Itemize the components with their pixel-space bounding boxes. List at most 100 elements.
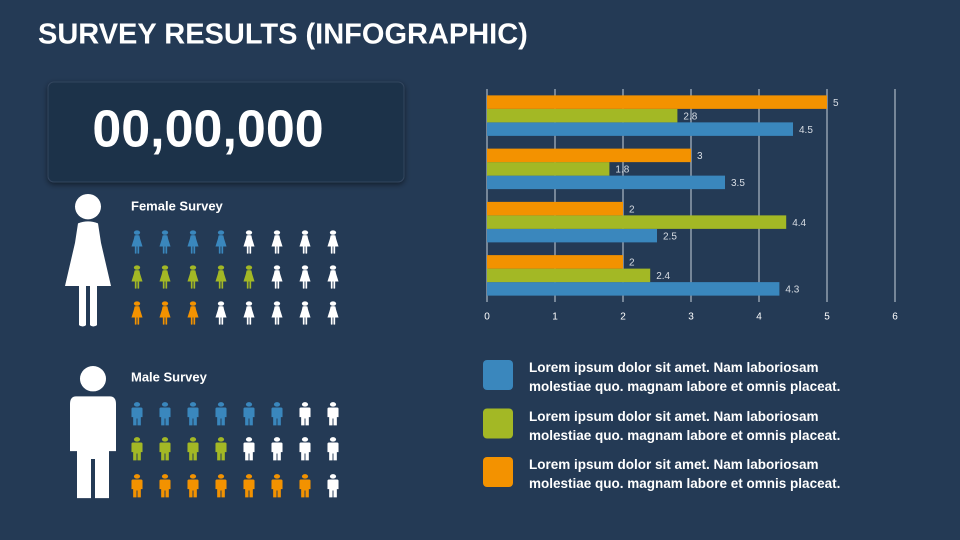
x-tick-label: 0 (484, 312, 490, 323)
bar (487, 162, 610, 176)
person-icon (299, 437, 311, 461)
bar (487, 95, 827, 109)
slide-title: SURVEY RESULTS (INFOGRAPHIC) (38, 19, 528, 51)
person-icon (187, 301, 199, 325)
survey-label: Male Survey (131, 369, 208, 384)
value-label: 3 (697, 151, 703, 162)
person-icon (243, 301, 255, 325)
legend-text: Lorem ipsum dolor sit amet. Nam laborios… (529, 408, 841, 443)
person-icon (299, 301, 311, 325)
person-icon (187, 230, 199, 254)
bar (487, 268, 651, 283)
male-icon (70, 365, 116, 499)
bar (487, 201, 623, 216)
person-icon (327, 301, 339, 325)
person-icon (243, 437, 255, 461)
person-icon (243, 402, 255, 426)
icon-row (131, 265, 339, 289)
person-icon (327, 437, 339, 461)
icon-row (131, 437, 339, 461)
icon-row (131, 402, 339, 426)
bar (487, 282, 780, 296)
bar (487, 228, 657, 243)
person-icon (299, 474, 311, 498)
value-label: 4.3 (785, 285, 799, 296)
bar (487, 108, 678, 123)
person-icon (187, 437, 199, 461)
icon-row (131, 474, 339, 498)
person-icon (131, 437, 143, 461)
person-icon (215, 474, 227, 498)
person-icon (271, 265, 283, 289)
person-icon (215, 301, 227, 325)
person-icon (131, 265, 143, 289)
value-label: 2.5 (663, 231, 677, 242)
person-icon (131, 301, 143, 325)
person-icon (327, 230, 339, 254)
person-icon (327, 402, 339, 426)
person-icon (327, 474, 339, 498)
person-icon (131, 230, 143, 254)
x-tick-label: 6 (892, 312, 898, 323)
value-label: 2 (629, 204, 635, 215)
x-tick-label: 4 (756, 312, 762, 323)
person-icon (159, 301, 171, 325)
bar (487, 175, 725, 190)
person-icon (271, 474, 283, 498)
icon-row (131, 301, 339, 325)
person-icon (271, 301, 283, 325)
value-label: 1.8 (615, 165, 629, 176)
bar (487, 122, 793, 136)
bar (487, 255, 623, 269)
person-icon (243, 474, 255, 498)
person-icon (299, 230, 311, 254)
counter: 00,00,000 (92, 101, 323, 159)
person-icon (215, 230, 227, 254)
value-label: 4.4 (792, 218, 806, 229)
person-icon (271, 437, 283, 461)
person-icon (187, 402, 199, 426)
x-tick-label: 1 (552, 312, 558, 323)
person-icon (159, 230, 171, 254)
person-icon (159, 402, 171, 426)
person-icon (327, 265, 339, 289)
person-icon (243, 230, 255, 254)
person-icon (187, 474, 199, 498)
bar (487, 148, 691, 163)
value-label: 2 (629, 258, 635, 269)
legend-swatch (483, 408, 513, 439)
person-icon (159, 474, 171, 498)
survey-label: Female Survey (131, 198, 224, 213)
counter-box (47, 81, 405, 183)
legend-text: Lorem ipsum dolor sit amet. Nam laborios… (529, 360, 841, 394)
person-icon (215, 437, 227, 461)
value-label: 5 (833, 98, 839, 109)
person-icon (299, 402, 311, 426)
value-label: 2.4 (656, 271, 670, 282)
person-icon (187, 265, 199, 289)
person-icon (243, 265, 255, 289)
person-icon (215, 265, 227, 289)
bar (487, 215, 787, 229)
female-icon (65, 193, 111, 327)
person-icon (299, 265, 311, 289)
person-icon (159, 437, 171, 461)
person-icon (271, 230, 283, 254)
legend-swatch (483, 457, 513, 487)
person-icon (131, 474, 143, 498)
icon-row (131, 230, 339, 254)
value-label: 3.5 (731, 178, 745, 189)
x-tick-label: 3 (688, 312, 694, 323)
value-label: 2.8 (683, 111, 697, 122)
legend-text: Lorem ipsum dolor sit amet. Nam laborios… (529, 457, 841, 491)
value-label: 4.5 (799, 125, 813, 136)
x-tick-label: 2 (620, 312, 626, 323)
person-icon (215, 402, 227, 426)
person-icon (271, 402, 283, 426)
x-tick-label: 5 (824, 312, 830, 323)
legend-swatch (483, 360, 513, 390)
person-icon (131, 402, 143, 426)
person-icon (159, 265, 171, 289)
